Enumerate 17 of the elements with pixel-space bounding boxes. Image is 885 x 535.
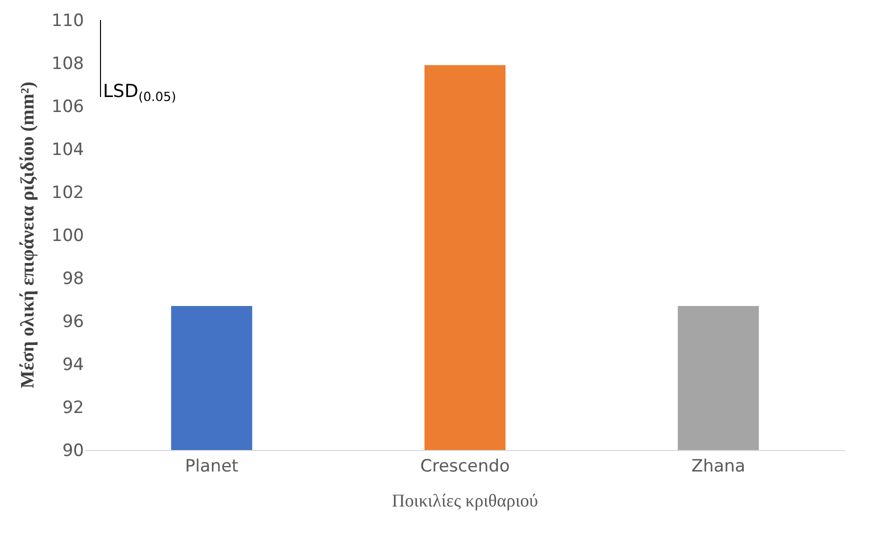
y-tick-label: 110: [52, 10, 84, 31]
y-axis-title: Μέση ολική επιφάνεια ριζιδίου (mm²): [17, 82, 38, 388]
x-axis-title: Ποικιλίες κριθαριού: [392, 490, 538, 510]
annotation: LSD$_{(0.05)}$: [103, 81, 176, 104]
y-tick-label: 90: [62, 440, 84, 461]
y-tick-label: 108: [52, 54, 84, 74]
y-tick-label: 94: [62, 354, 84, 375]
x-tick-label: Zhana: [691, 456, 746, 476]
x-tick-label: Crescendo: [420, 456, 510, 476]
y-tick-label: 92: [62, 398, 84, 418]
y-tick-label: 100: [52, 226, 84, 246]
y-tick-label: 104: [52, 140, 84, 160]
y-tick-label: 96: [62, 312, 84, 332]
y-tick-label: 98: [62, 268, 84, 289]
y-tick-label: 102: [52, 182, 84, 203]
x-tick-label: Planet: [185, 456, 239, 476]
y-tick-label: 106: [52, 96, 84, 117]
